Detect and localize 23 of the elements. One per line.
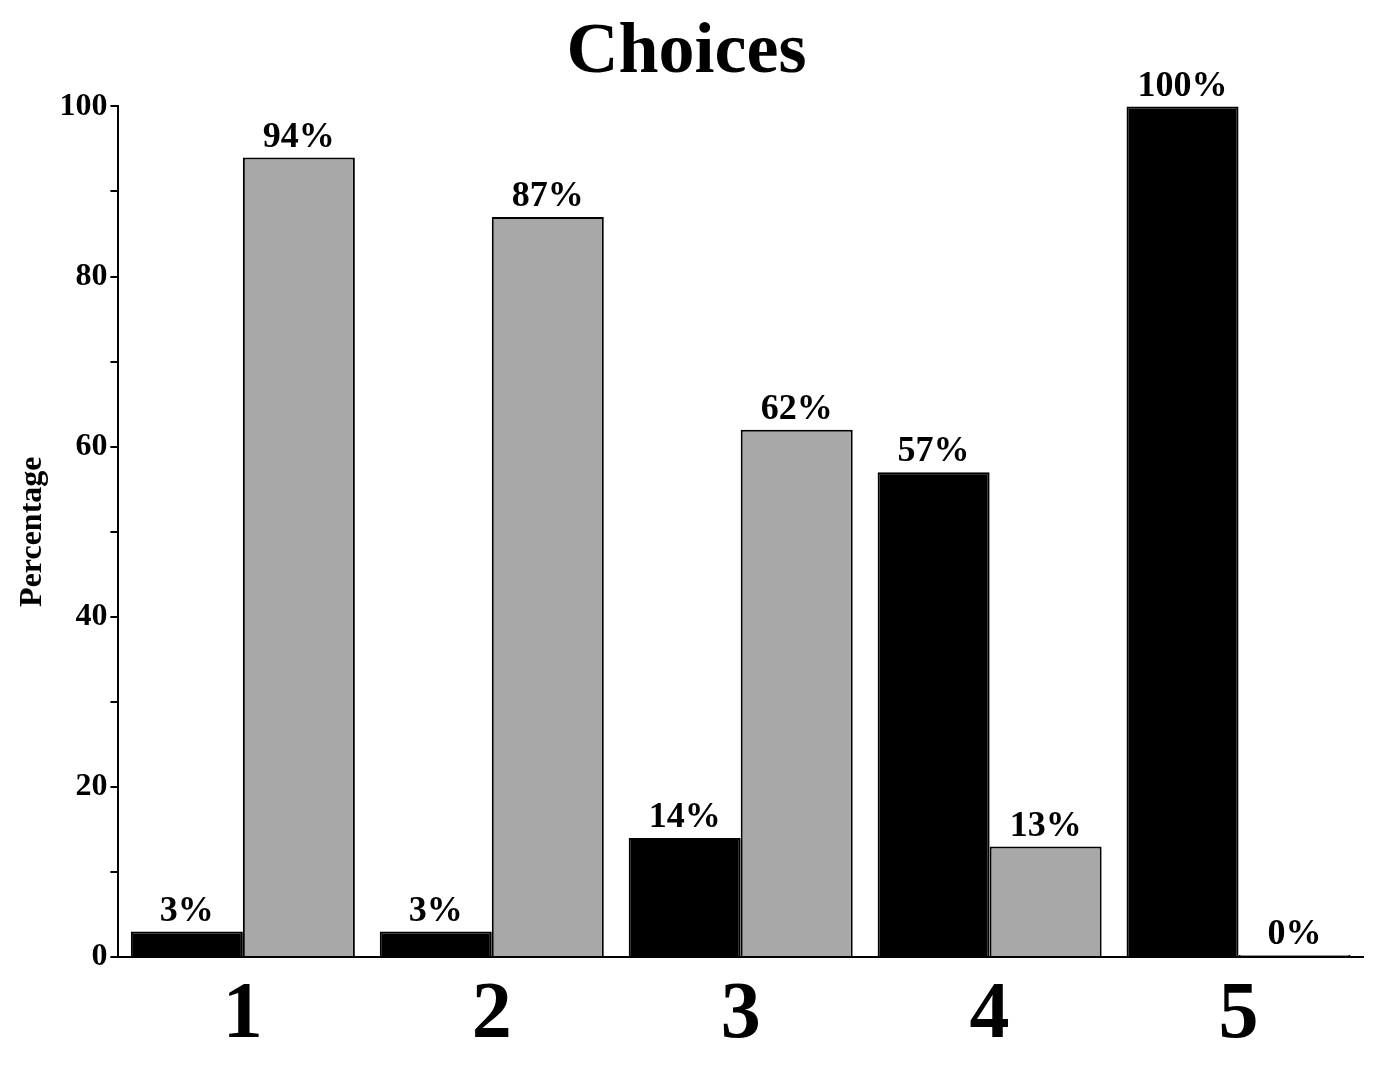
x-tick-label: 1 — [222, 965, 263, 1054]
data-label: 62% — [760, 386, 833, 427]
x-tick-label: 2 — [471, 965, 512, 1054]
x-tick-label: 3 — [720, 965, 761, 1054]
data-label: 94% — [262, 114, 335, 155]
data-label: 57% — [897, 429, 970, 470]
x-tick-label: 5 — [1218, 965, 1259, 1054]
data-label: 13% — [1009, 803, 1082, 844]
y-tick-label: 80 — [75, 255, 108, 292]
y-tick-label: 100 — [59, 85, 108, 122]
y-tick-label: 60 — [75, 425, 108, 462]
data-label: 87% — [511, 174, 584, 215]
y-tick-label: 40 — [75, 596, 108, 633]
data-label: 0% — [1267, 912, 1322, 953]
data-label: 3% — [408, 888, 463, 929]
data-label: 3% — [159, 888, 214, 929]
chart-title: Choices — [566, 7, 807, 88]
y-tick-label: 0 — [91, 936, 108, 973]
data-label: 14% — [648, 795, 721, 836]
data-label: 100% — [1137, 63, 1228, 104]
x-tick-label: 4 — [969, 965, 1010, 1054]
y-tick-label: 20 — [75, 766, 108, 803]
y-axis-title: Percentage — [12, 456, 49, 607]
